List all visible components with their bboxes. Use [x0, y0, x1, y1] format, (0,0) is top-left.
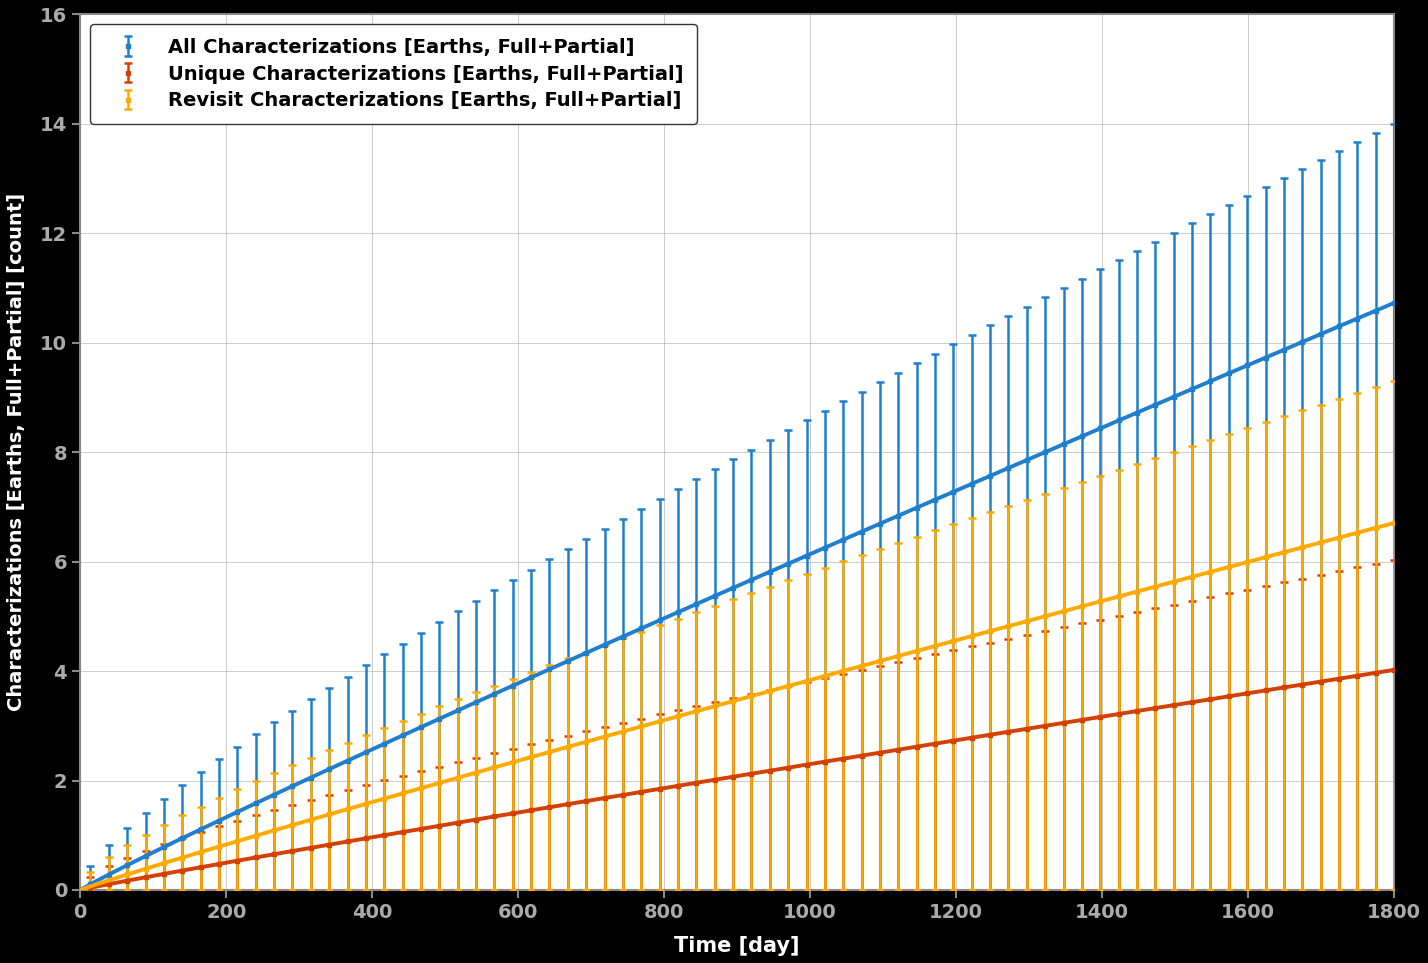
- Y-axis label: Characterizations [Earths, Full+Partial] [count]: Characterizations [Earths, Full+Partial]…: [7, 194, 26, 712]
- Legend: All Characterizations [Earths, Full+Partial], Unique Characterizations [Earths, : All Characterizations [Earths, Full+Part…: [90, 24, 697, 124]
- X-axis label: Time [day]: Time [day]: [674, 936, 800, 956]
